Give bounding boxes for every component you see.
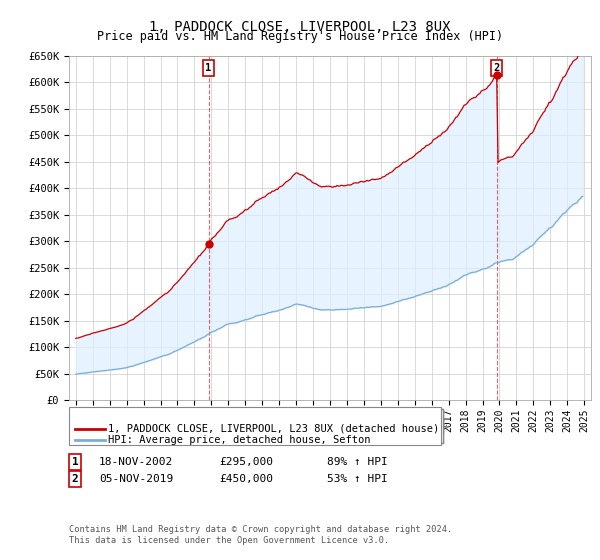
Text: £450,000: £450,000: [219, 474, 273, 484]
Text: 1: 1: [205, 63, 212, 73]
Text: 89% ↑ HPI: 89% ↑ HPI: [327, 457, 388, 467]
Legend: 1, PADDOCK CLOSE, LIVERPOOL, L23 8UX (detached house), HPI: Average price, detac: 1, PADDOCK CLOSE, LIVERPOOL, L23 8UX (de…: [74, 409, 443, 443]
Text: 18-NOV-2002: 18-NOV-2002: [99, 457, 173, 467]
Text: 2: 2: [494, 63, 500, 73]
Text: £295,000: £295,000: [219, 457, 273, 467]
Text: 53% ↑ HPI: 53% ↑ HPI: [327, 474, 388, 484]
Text: 1, PADDOCK CLOSE, LIVERPOOL, L23 8UX (detached house): 1, PADDOCK CLOSE, LIVERPOOL, L23 8UX (de…: [108, 424, 439, 434]
Text: Price paid vs. HM Land Registry's House Price Index (HPI): Price paid vs. HM Land Registry's House …: [97, 30, 503, 43]
Text: 05-NOV-2019: 05-NOV-2019: [99, 474, 173, 484]
Text: 1: 1: [71, 457, 79, 467]
Text: 2: 2: [71, 474, 79, 484]
Text: Contains HM Land Registry data © Crown copyright and database right 2024.: Contains HM Land Registry data © Crown c…: [69, 525, 452, 534]
Text: 1, PADDOCK CLOSE, LIVERPOOL, L23 8UX: 1, PADDOCK CLOSE, LIVERPOOL, L23 8UX: [149, 20, 451, 34]
Text: This data is licensed under the Open Government Licence v3.0.: This data is licensed under the Open Gov…: [69, 536, 389, 545]
Text: HPI: Average price, detached house, Sefton: HPI: Average price, detached house, Seft…: [108, 435, 371, 445]
